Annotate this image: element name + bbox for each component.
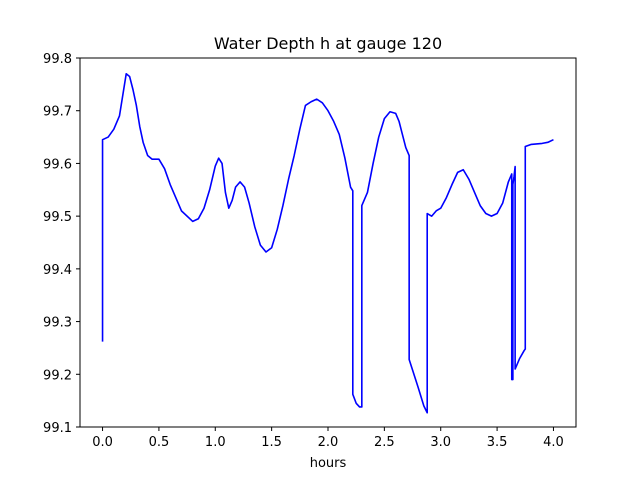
y-tick-label: 99.3	[43, 316, 72, 331]
x-tick-label: 1.0	[205, 435, 226, 450]
x-axis: 0.0 0.5 1.0 1.5 2.0 2.5 3.0 3.5 4.0	[92, 427, 564, 450]
chart-title: Water Depth h at gauge 120	[214, 34, 442, 53]
y-tick-label: 99.4	[43, 263, 72, 278]
x-tick-label: 0.0	[92, 435, 113, 450]
x-axis-label: hours	[310, 456, 347, 471]
x-tick-label: 2.5	[374, 435, 395, 450]
x-tick-label: 2.0	[318, 435, 339, 450]
y-tick-label: 99.7	[43, 105, 72, 120]
y-tick-label: 99.1	[43, 421, 72, 436]
series-line-0	[101, 73, 554, 414]
x-tick-label: 4.0	[543, 435, 564, 450]
x-tick-label: 0.5	[149, 435, 170, 450]
y-tick-label: 99.5	[43, 210, 72, 225]
x-tick-label: 3.0	[430, 435, 451, 450]
axes-frame	[79, 57, 577, 428]
x-tick-label: 3.5	[487, 435, 508, 450]
y-axis: 99.1 99.2 99.3 99.4 99.5 99.6 99.7 99.8	[43, 52, 80, 436]
x-tick-label: 1.5	[261, 435, 282, 450]
y-tick-label: 99.6	[43, 157, 72, 172]
y-tick-label: 99.8	[43, 52, 72, 67]
y-tick-label: 99.2	[43, 368, 72, 383]
plot-area	[101, 73, 554, 414]
